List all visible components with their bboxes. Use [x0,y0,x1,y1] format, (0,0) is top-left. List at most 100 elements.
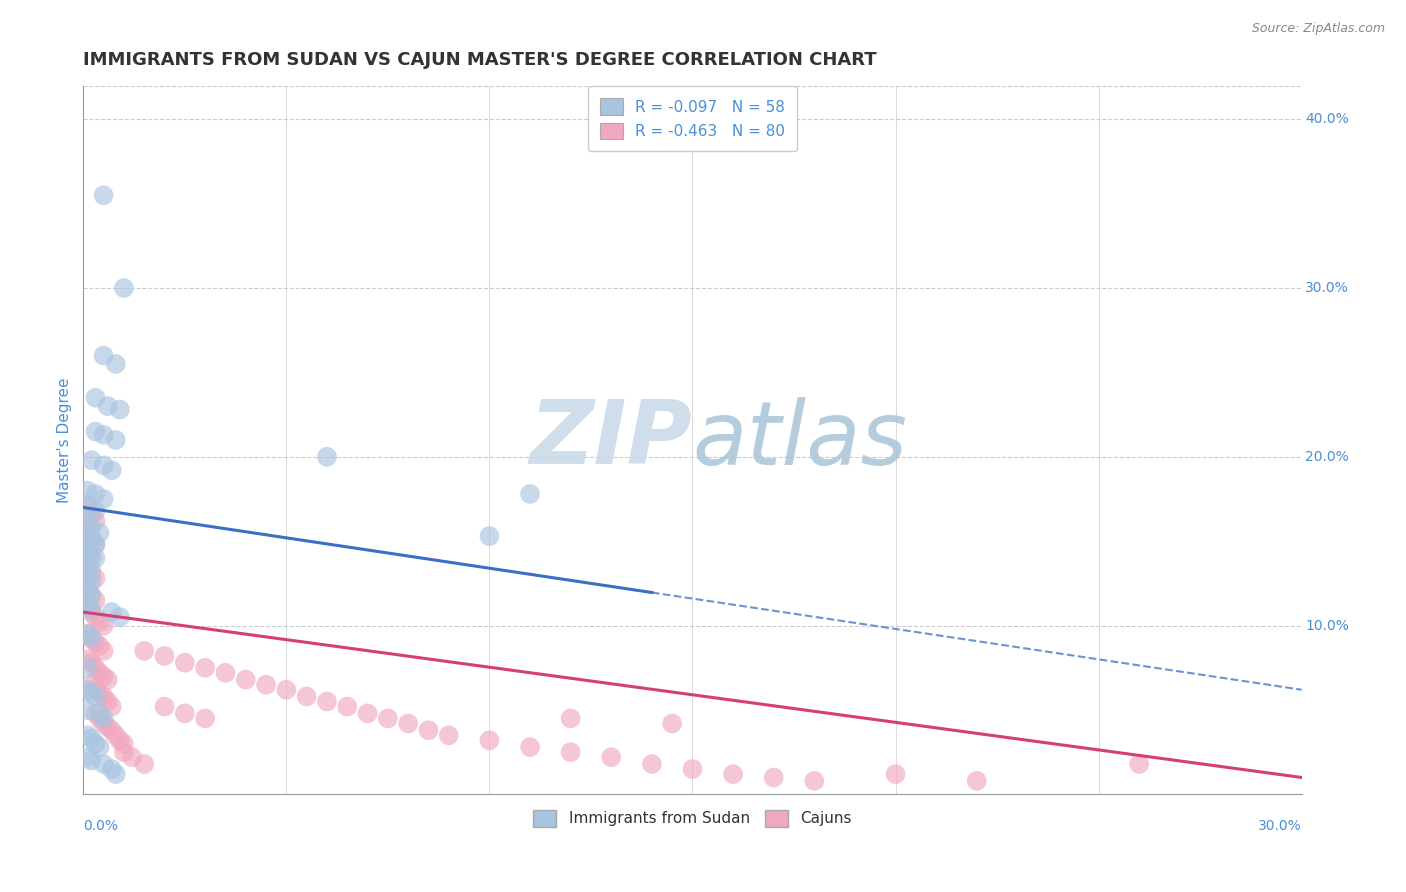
Point [418,723,440,738]
Point [80,568,103,582]
Point [93,188,115,202]
Point [76,500,98,515]
Point [89,639,111,653]
Point [80,453,103,467]
Point [76,546,98,560]
Point [93,690,115,704]
Point [478,733,501,747]
Point [966,773,988,788]
Point [600,750,623,764]
Point [84,610,107,624]
Point [560,711,582,725]
Point [100,463,122,477]
Point [661,716,683,731]
Point [112,745,135,759]
Legend: Immigrants from Sudan, Cajuns: Immigrants from Sudan, Cajuns [527,804,858,833]
Point [89,665,111,680]
Point [1128,756,1150,771]
Point [76,582,98,596]
Point [76,703,98,717]
Point [134,644,156,658]
Point [173,656,195,670]
Point [295,690,318,704]
Point [97,673,120,687]
Point [76,682,98,697]
Point [84,571,107,585]
Point [803,773,825,788]
Point [377,711,399,725]
Point [89,706,111,721]
Point [80,656,103,670]
Point [80,531,103,545]
Point [104,728,127,742]
Point [84,551,107,566]
Point [93,716,115,731]
Point [93,669,115,683]
Point [153,699,176,714]
Point [721,767,744,781]
Point [84,538,107,552]
Point [80,754,103,768]
Point [84,737,107,751]
Point [84,487,107,501]
Point [84,593,107,607]
Point [89,525,111,540]
Point [153,648,176,663]
Text: ZIP: ZIP [530,396,693,483]
Point [93,349,115,363]
Point [76,525,98,540]
Point [76,559,98,574]
Point [194,661,217,675]
Point [76,728,98,742]
Point [134,756,156,771]
Point [76,601,98,615]
Point [80,508,103,523]
Point [80,731,103,746]
Text: 0.0%: 0.0% [83,819,118,833]
Point [76,563,98,577]
Point [76,571,98,585]
Point [104,357,127,371]
Point [84,514,107,528]
Point [76,627,98,641]
Point [89,711,111,725]
Point [84,425,107,439]
Point [84,391,107,405]
Point [76,517,98,532]
Point [112,737,135,751]
Point [108,733,131,747]
Point [80,551,103,566]
Point [76,661,98,675]
Point [173,706,195,721]
Point [84,706,107,721]
Point [97,399,120,413]
Point [93,711,115,725]
Point [80,686,103,700]
Point [276,682,298,697]
Point [519,487,541,501]
Point [80,605,103,619]
Point [316,450,339,464]
Point [84,504,107,518]
Point [80,521,103,535]
Point [84,661,107,675]
Point [762,771,785,785]
Point [84,538,107,552]
Point [254,678,277,692]
Point [108,402,131,417]
Point [80,563,103,577]
Point [76,627,98,641]
Text: 20.0%: 20.0% [1305,450,1350,464]
Point [76,584,98,599]
Point [121,750,143,764]
Point [104,767,127,781]
Point [84,690,107,704]
Point [194,711,217,725]
Text: Source: ZipAtlas.com: Source: ZipAtlas.com [1251,22,1385,36]
Point [100,699,122,714]
Point [641,756,664,771]
Point [356,706,378,721]
Point [235,673,257,687]
Point [76,599,98,613]
Point [76,652,98,666]
